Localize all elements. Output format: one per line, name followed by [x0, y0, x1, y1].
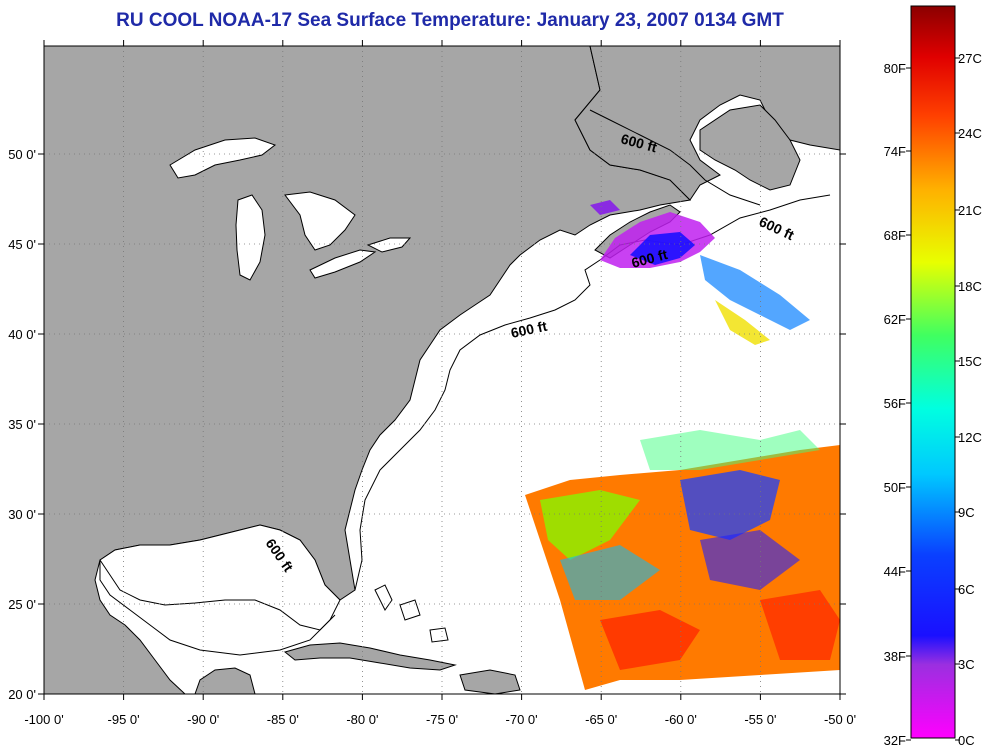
colorbar-f-label: 50F: [884, 480, 906, 495]
northern-land: [574, 46, 840, 201]
north-america-land: [44, 46, 692, 694]
lake-huron: [284, 191, 356, 251]
longitude-axis: -100 0' -95 0' -90 0' -85 0' -80 0' -75 0' -70…: [24, 40, 856, 727]
lat-tick-label: 45 0': [8, 237, 36, 252]
lat-tick-label: 40 0': [8, 327, 36, 342]
lake-superior: [169, 137, 277, 179]
lon-tick-label: -75 0': [426, 712, 458, 727]
colorbar-c-label: 15C: [958, 354, 982, 369]
colorbar-f-label: 38F: [884, 649, 906, 664]
lon-tick-label: -100 0': [24, 712, 63, 727]
shelf-contour-north: [589, 109, 761, 206]
colorbar-c-label: 24C: [958, 126, 982, 141]
colorbar-c-label: 21C: [958, 203, 982, 218]
colorbar-f-label: 80F: [884, 61, 906, 76]
lat-tick-label: 50 0': [8, 147, 36, 162]
lat-tick-label: 25 0': [8, 597, 36, 612]
lat-tick-label: 35 0': [8, 417, 36, 432]
lon-tick-label: -50 0': [824, 712, 856, 727]
colorbar-c-label: 12C: [958, 430, 982, 445]
colorbar-f-label: 32F: [884, 733, 906, 748]
colorbar-f-label: 62F: [884, 312, 906, 327]
map-title: RU COOL NOAA-17 Sea Surface Temperature:…: [116, 10, 784, 31]
colorbar-celsius-labels: 27C 24C 21C 18C 15C 12C 9C 6C 3C 0C: [955, 51, 982, 748]
lat-lon-grid: [44, 46, 840, 694]
lat-tick-label: 30 0': [8, 507, 36, 522]
colorbar: [910, 5, 956, 739]
colorbar-c-label: 18C: [958, 279, 982, 294]
colorbar-f-label: 44F: [884, 564, 906, 579]
colorbar-f-label: 56F: [884, 396, 906, 411]
colorbar-c-label: 27C: [958, 51, 982, 66]
lake-erie: [309, 249, 377, 279]
lon-tick-label: -70 0': [506, 712, 538, 727]
colorbar-c-label: 3C: [958, 657, 975, 672]
lon-tick-label: -60 0': [665, 712, 697, 727]
cuba-land: [283, 642, 457, 671]
lat-tick-label: 20 0': [8, 687, 36, 702]
lon-tick-label: -80 0': [346, 712, 378, 727]
bahamas-land: [374, 584, 449, 643]
colorbar-f-label: 68F: [884, 228, 906, 243]
colorbar-fahrenheit-labels: 80F 74F 68F 62F 56F 50F 44F 38F 32F: [884, 61, 911, 748]
contour-label-mid-atlantic: 600 ft: [509, 318, 548, 341]
newfoundland-land: [699, 104, 801, 191]
lon-tick-label: -90 0': [187, 712, 219, 727]
colorbar-c-label: 9C: [958, 505, 975, 520]
sst-cold-patch: [590, 200, 810, 345]
sst-warm-swath: [525, 430, 840, 690]
lon-tick-label: -65 0': [585, 712, 617, 727]
lon-tick-label: -95 0': [108, 712, 140, 727]
shelf-contour-gulf: [99, 559, 336, 631]
lon-tick-label: -55 0': [744, 712, 776, 727]
hispaniola-land: [459, 669, 521, 694]
map-content: [44, 46, 840, 694]
colorbar-c-label: 0C: [958, 733, 975, 748]
colorbar-c-label: 6C: [958, 582, 975, 597]
lake-michigan: [235, 194, 266, 281]
lake-ontario: [366, 237, 412, 253]
yucatan-land: [194, 667, 256, 694]
latitude-axis: 20 0' 25 0' 30 0' 35 0' 40 0' 45 0' 50 0': [8, 147, 846, 702]
lon-tick-label: -85 0': [267, 712, 299, 727]
colorbar-f-label: 74F: [884, 144, 906, 159]
gulf-of-mexico: [99, 524, 341, 656]
